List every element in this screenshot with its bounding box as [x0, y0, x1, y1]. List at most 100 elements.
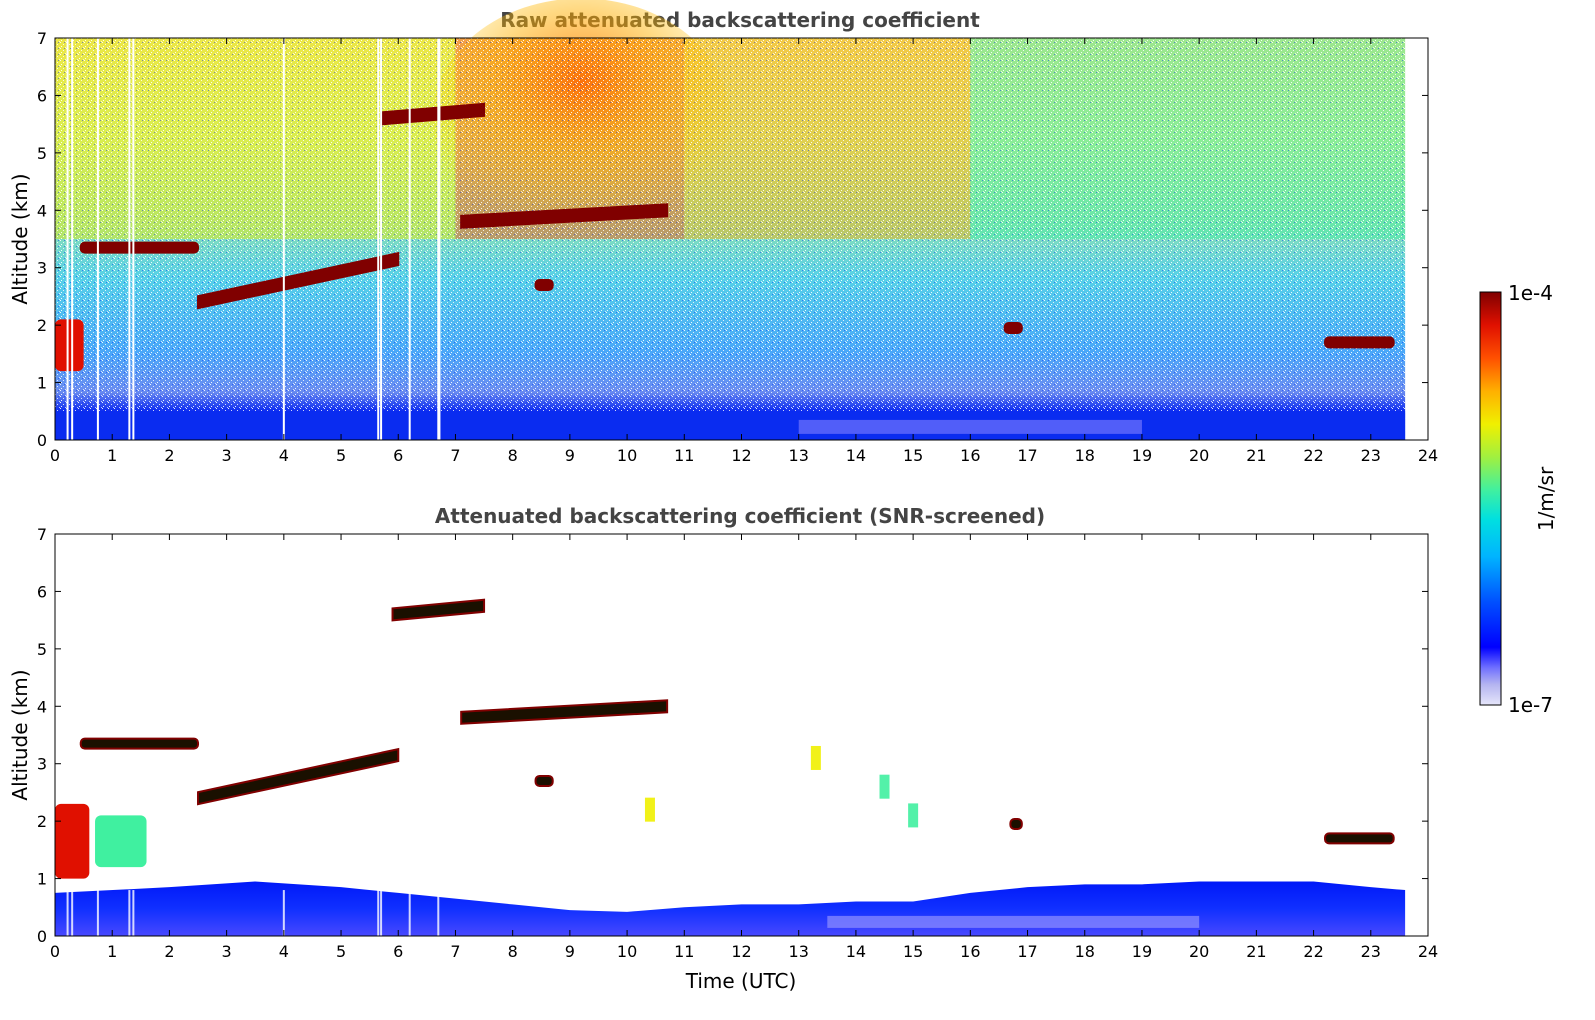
- missing-profile: [96, 38, 99, 440]
- missing-profile: [438, 38, 441, 440]
- missing-profile: [380, 890, 383, 936]
- x-tick-label: 1: [107, 942, 117, 961]
- x-tick-label: 20: [1189, 446, 1209, 465]
- bottom-y-axis-label: Altitude (km): [8, 669, 32, 800]
- missing-profile: [132, 890, 135, 936]
- missing-profile: [437, 890, 440, 936]
- x-tick-label: 18: [1075, 446, 1095, 465]
- aerosol-fragment: [908, 803, 919, 828]
- missing-profile: [408, 890, 411, 936]
- x-tick-label: 3: [222, 446, 232, 465]
- x-tick-label: 0: [50, 942, 60, 961]
- bottom-x-axis-label: Time (UTC): [685, 969, 797, 993]
- aerosol-fragment: [879, 774, 890, 799]
- colorbar-scale: [1479, 291, 1502, 706]
- x-tick-label: 12: [731, 942, 751, 961]
- x-tick-label: 24: [1418, 446, 1438, 465]
- y-tick-label: 2: [37, 316, 47, 335]
- x-tick-label: 16: [960, 942, 980, 961]
- bottom-chart-title: Attenuated backscattering coefficient (S…: [435, 504, 1045, 528]
- cloud-layer: [197, 747, 400, 806]
- missing-profile: [408, 38, 411, 440]
- cloud-layer: [534, 774, 554, 787]
- x-tick-label: 11: [674, 942, 694, 961]
- x-tick-label: 22: [1303, 446, 1323, 465]
- cloud-layer: [1009, 818, 1023, 831]
- cloud-layer: [95, 815, 147, 868]
- bottom-y-axis: 0 1 2 3 4 5 6 7: [37, 525, 1428, 946]
- x-tick-label: 2: [164, 942, 174, 961]
- noise-overlay: [55, 38, 1406, 440]
- x-tick-label: 19: [1132, 446, 1152, 465]
- top-y-axis-label: Altitude (km): [8, 173, 32, 304]
- top-y-axis: 0 1 2 3 4 5 6 7: [37, 29, 1428, 450]
- missing-profile: [71, 38, 74, 440]
- x-tick-label: 20: [1189, 942, 1209, 961]
- bottom-data-field: [55, 881, 1406, 936]
- colorbar-units-label: 1/m/sr: [1534, 466, 1558, 531]
- x-tick-label: 16: [960, 446, 980, 465]
- y-tick-label: 5: [37, 640, 47, 659]
- cloud-layer: [197, 251, 400, 310]
- x-tick-label: 13: [789, 942, 809, 961]
- x-tick-label: 4: [279, 942, 289, 961]
- top-data-field: [55, 0, 1406, 440]
- x-tick-label: 8: [508, 446, 518, 465]
- x-tick-label: 0: [50, 446, 60, 465]
- y-tick-label: 2: [37, 812, 47, 831]
- near-ground-layer: [55, 411, 1406, 440]
- missing-profile: [71, 890, 74, 936]
- y-tick-label: 4: [37, 201, 47, 220]
- x-tick-label: 8: [508, 942, 518, 961]
- cloud-layer: [79, 241, 200, 254]
- residual-layer: [798, 419, 1142, 434]
- missing-profile: [96, 890, 99, 936]
- x-tick-label: 19: [1132, 942, 1152, 961]
- boundary-layer: [55, 881, 1406, 936]
- bottom-cloud-layers: [55, 598, 1395, 879]
- cloud-layer: [1324, 336, 1395, 349]
- cloud-layer: [391, 598, 486, 622]
- x-tick-label: 21: [1246, 446, 1266, 465]
- cloud-layer: [55, 319, 84, 372]
- top-x-axis: 0 1 2 3 4 5 6 7 8 9 10 11 12 13 14 15 16 17 18 19 20 21 22 23 24: [50, 38, 1438, 465]
- missing-profile: [128, 38, 131, 440]
- x-tick-label: 17: [1017, 446, 1037, 465]
- residual-layer: [827, 915, 1200, 928]
- cloud-layer: [55, 803, 90, 879]
- missing-profile: [437, 38, 440, 440]
- x-tick-label: 14: [846, 942, 866, 961]
- colorbar-max-label: 1e-4: [1508, 281, 1553, 305]
- x-tick-label: 18: [1075, 942, 1095, 961]
- x-tick-label: 7: [450, 446, 460, 465]
- missing-profile: [282, 890, 285, 936]
- missing-profile: [377, 890, 380, 936]
- y-tick-label: 7: [37, 525, 47, 544]
- bottom-plot-frame: [54, 533, 1429, 937]
- y-tick-label: 4: [37, 697, 47, 716]
- raw-backscatter-panel: Raw attenuated backscattering coefficien…: [8, 0, 1438, 465]
- x-tick-label: 24: [1418, 942, 1438, 961]
- cloud-layer: [1324, 832, 1395, 845]
- x-tick-label: 23: [1361, 942, 1381, 961]
- top-cloud-layers: [55, 102, 1395, 372]
- x-tick-label: 6: [393, 446, 403, 465]
- x-tick-label: 17: [1017, 942, 1037, 961]
- x-tick-label: 15: [903, 942, 923, 961]
- x-tick-label: 10: [617, 942, 637, 961]
- x-tick-label: 23: [1361, 446, 1381, 465]
- x-tick-label: 7: [450, 942, 460, 961]
- x-tick-label: 4: [279, 446, 289, 465]
- x-tick-label: 15: [903, 446, 923, 465]
- cloud-layer: [1003, 322, 1023, 335]
- y-tick-label: 7: [37, 29, 47, 48]
- y-tick-label: 6: [37, 582, 47, 601]
- x-tick-label: 1: [107, 446, 117, 465]
- x-tick-label: 10: [617, 446, 637, 465]
- snr-screened-panel: Attenuated backscattering coefficient (S…: [8, 504, 1438, 993]
- missing-profile: [128, 890, 131, 936]
- y-tick-label: 1: [37, 374, 47, 393]
- colorbar-min-label: 1e-7: [1508, 693, 1553, 717]
- x-tick-label: 13: [789, 446, 809, 465]
